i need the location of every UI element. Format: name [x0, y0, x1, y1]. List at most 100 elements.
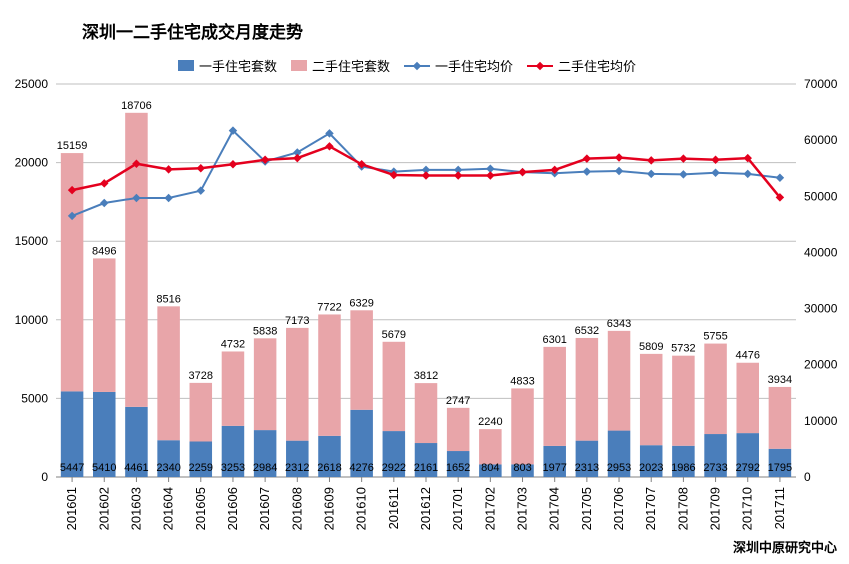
bar1-label: 804	[481, 462, 499, 474]
y-right-tick: 20000	[804, 358, 838, 372]
bar1-label: 1977	[542, 462, 566, 474]
line2-marker	[422, 171, 430, 179]
x-category: 201710	[740, 487, 755, 530]
line2-marker	[518, 168, 526, 176]
line1-marker	[679, 170, 687, 178]
chart-container: 深圳一二手住宅成交月度走势 一手住宅套数 二手住宅套数 一手住宅均价 二手住宅均…	[0, 0, 849, 564]
y-right-tick: 10000	[804, 414, 838, 428]
bar1-label: 3253	[221, 462, 245, 474]
bar1-label: 803	[513, 462, 531, 474]
bar1-label: 1986	[671, 462, 695, 474]
bar1-label: 2953	[607, 462, 631, 474]
bar1-label: 2259	[189, 462, 213, 474]
bar2	[640, 354, 663, 445]
bar1-label: 2340	[156, 462, 180, 474]
x-category: 201607	[257, 487, 272, 530]
bar2-label: 6301	[542, 334, 566, 346]
bar2-label: 8496	[92, 245, 116, 257]
x-category: 201603	[128, 487, 143, 530]
x-category: 201709	[708, 487, 723, 530]
x-category: 201612	[418, 487, 433, 530]
line1-marker	[100, 199, 108, 207]
x-category: 201708	[675, 487, 690, 530]
line2-marker	[615, 153, 623, 161]
line2-marker	[293, 154, 301, 162]
x-category: 201606	[225, 487, 240, 530]
line1-marker	[776, 174, 784, 182]
bar1-label: 1652	[446, 462, 470, 474]
bar2	[736, 363, 759, 433]
source-label: 深圳中原研究中心	[733, 537, 837, 556]
x-category: 201702	[482, 487, 497, 530]
x-category: 201703	[515, 487, 530, 530]
y-right-tick: 30000	[804, 302, 838, 316]
bar2	[576, 338, 599, 441]
line1-marker	[647, 170, 655, 178]
line1-marker	[711, 168, 719, 176]
bar1-label: 5447	[60, 462, 84, 474]
y-left-tick: 20000	[15, 156, 49, 170]
bar2-label: 5732	[671, 343, 695, 355]
y-right-tick: 70000	[804, 77, 838, 91]
chart-svg: 0500010000150002000025000010000200003000…	[0, 0, 849, 564]
bar2-label: 2240	[478, 416, 502, 428]
bar2-label: 6329	[349, 297, 373, 309]
bar2-label: 18706	[121, 100, 152, 112]
bar1-label: 1795	[768, 462, 792, 474]
bar2	[254, 338, 277, 430]
line2-marker	[647, 156, 655, 164]
line2-marker	[454, 171, 462, 179]
bar2	[704, 344, 727, 434]
bar2	[222, 351, 245, 425]
bar1-label: 5410	[92, 462, 116, 474]
y-left-tick: 15000	[15, 234, 49, 248]
bar1-label: 2313	[575, 462, 599, 474]
bar2-label: 5755	[703, 331, 727, 343]
bar2	[383, 342, 406, 431]
bar1-label: 2733	[703, 462, 727, 474]
y-left-tick: 0	[41, 470, 48, 484]
bar2-label: 4476	[735, 350, 759, 362]
line1-marker	[743, 170, 751, 178]
x-category: 201608	[289, 487, 304, 530]
bar2	[286, 328, 309, 441]
bar2	[608, 331, 631, 431]
line2-marker	[229, 160, 237, 168]
bar2-label: 3934	[768, 374, 792, 386]
y-right-tick: 50000	[804, 189, 838, 203]
bar1-label: 2023	[639, 462, 663, 474]
bar2	[350, 310, 373, 409]
bar2-label: 8516	[156, 293, 180, 305]
x-category: 201609	[321, 487, 336, 530]
y-right-tick: 40000	[804, 245, 838, 259]
x-category: 201704	[547, 487, 562, 530]
bar2-label: 7722	[317, 301, 341, 313]
bar2	[125, 113, 148, 407]
line1-marker	[164, 194, 172, 202]
bar2	[190, 383, 213, 442]
bar1-label: 2618	[317, 462, 341, 474]
bar1-label: 2984	[253, 462, 277, 474]
bar2	[415, 383, 438, 443]
x-category: 201701	[450, 487, 465, 530]
bar2-label: 6532	[575, 325, 599, 337]
bar2-label: 5809	[639, 341, 663, 353]
x-category: 201707	[643, 487, 658, 530]
x-category: 201611	[386, 487, 401, 529]
bar1-label: 2792	[735, 462, 759, 474]
x-category: 201705	[579, 487, 594, 530]
bar2	[543, 347, 566, 446]
x-category: 201602	[96, 487, 111, 530]
bar2-label: 5838	[253, 325, 277, 337]
bar2-label: 7173	[285, 315, 309, 327]
x-category: 201601	[64, 487, 79, 530]
bar1-label: 2161	[414, 462, 438, 474]
bar1-label: 4461	[124, 462, 148, 474]
y-right-tick: 60000	[804, 133, 838, 147]
bar2-label: 2747	[446, 395, 470, 407]
bar1-label: 2312	[285, 462, 309, 474]
bar2	[93, 258, 116, 392]
line2-marker	[164, 165, 172, 173]
bar2	[672, 356, 695, 446]
x-category: 201711	[772, 487, 787, 529]
